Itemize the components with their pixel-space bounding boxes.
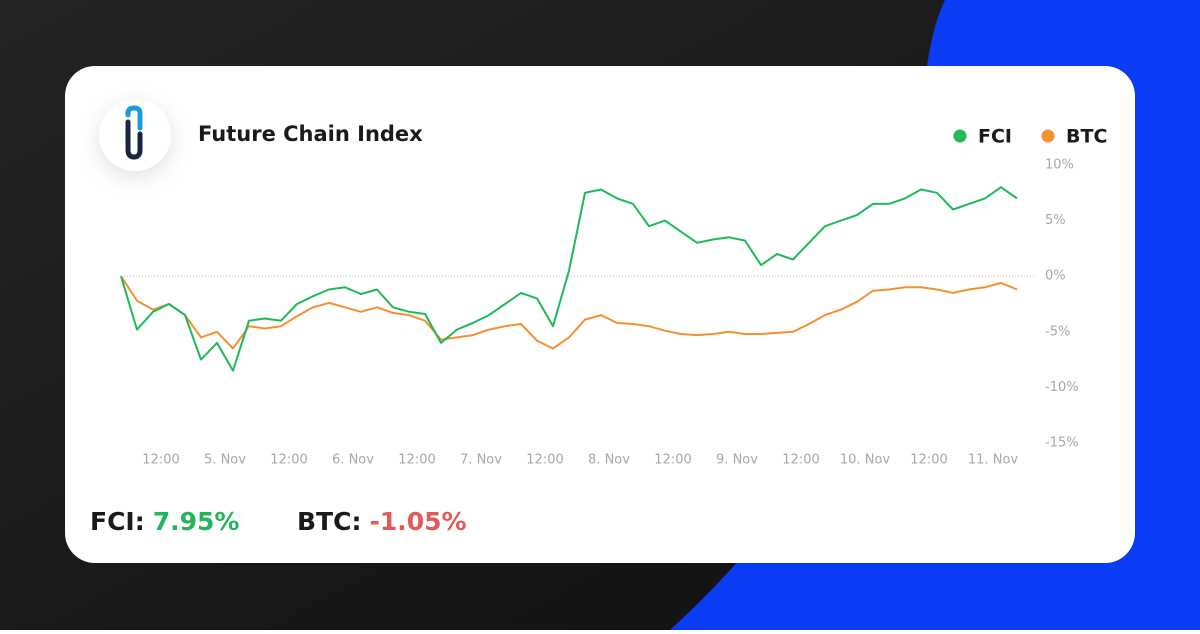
x-tick-label: 11. Nov — [968, 453, 1018, 468]
summary-text: FCI: 7.95% — [90, 507, 239, 536]
summary-text: BTC: -1.05% — [297, 507, 467, 536]
series-line — [120, 275, 1018, 350]
logo-circle — [99, 99, 171, 171]
legend-label: BTC — [1066, 126, 1107, 148]
summary-label: FCI: — [90, 507, 145, 536]
x-tick-label: 7. Nov — [460, 453, 502, 468]
summary-value: -1.05% — [369, 507, 466, 536]
logo — [125, 105, 143, 160]
series-line — [120, 186, 1018, 372]
y-tick-label: 0% — [1045, 269, 1066, 284]
x-tick-label: 12:00 — [398, 453, 435, 468]
x-tick-label: 10. Nov — [840, 453, 890, 468]
x-tick-label: 9. Nov — [716, 453, 758, 468]
legend-marker — [953, 129, 967, 143]
x-tick-label: 12:00 — [782, 453, 819, 468]
x-tick-label: 8. Nov — [588, 453, 630, 468]
summary-value: 7.95% — [153, 507, 240, 536]
summary: FCI: 7.95% BTC: -1.05% — [90, 507, 467, 536]
y-tick-label: -15% — [1045, 436, 1079, 451]
legend-label: FCI — [978, 126, 1012, 148]
x-tick-label: 5. Nov — [204, 453, 246, 468]
x-tick-label: 12:00 — [654, 453, 691, 468]
x-tick-label: 12:00 — [526, 453, 563, 468]
y-tick-label: -10% — [1045, 380, 1079, 395]
summary-label: BTC: — [297, 507, 361, 536]
y-tick-label: 5% — [1045, 213, 1066, 228]
x-tick-label: 12:00 — [270, 453, 307, 468]
y-tick-label: 10% — [1045, 158, 1074, 173]
legend-marker — [1041, 129, 1055, 143]
x-tick-label: 12:00 — [910, 453, 947, 468]
chart-title: Future Chain Index — [198, 122, 423, 146]
y-tick-label: -5% — [1045, 324, 1070, 339]
x-tick-label: 6. Nov — [332, 453, 374, 468]
x-tick-label: 12:00 — [142, 453, 179, 468]
